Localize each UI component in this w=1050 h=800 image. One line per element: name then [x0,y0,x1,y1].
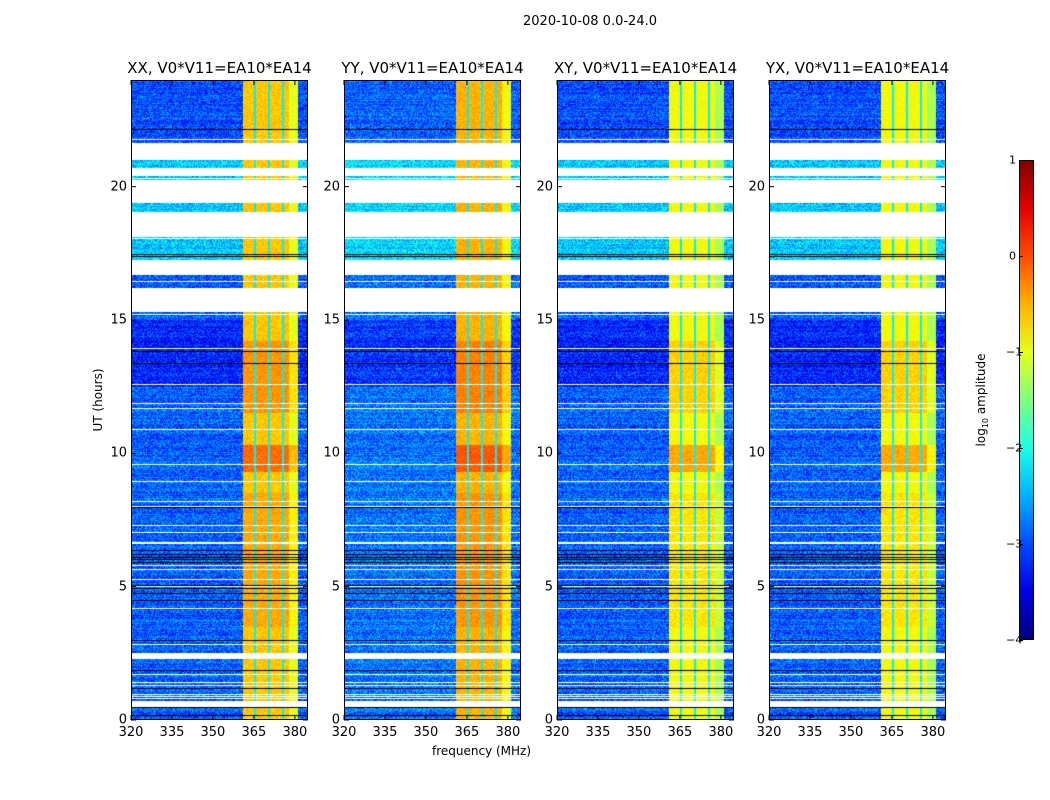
y-tick-label: 5 [331,579,340,595]
colorbar-tick [1019,160,1023,161]
waterfall-panel-yy [343,80,521,721]
x-tick-label: 350 [200,725,226,740]
x-tick-label: 335 [159,725,185,740]
colorbar-label-rest: amplitude [973,353,988,418]
axes-frame [343,80,521,721]
colorbar-tick-label: −1 [1006,345,1023,359]
x-tick-label: 350 [413,725,439,740]
heatmap-image [557,80,734,720]
colorbar-label: log10 amplitude [974,354,990,447]
x-tick-label: 380 [282,725,308,740]
y-tick-label: 10 [536,445,553,461]
y-axis-label: UT (hours) [91,368,105,432]
colorbar-tick [1019,352,1023,353]
y-tick-label: 20 [110,179,127,195]
colorbar-label-sub: 10 [981,417,991,429]
panel-title: XX, V0*V11=EA10*EA14 [127,59,312,77]
y-tick-label: 5 [544,579,553,595]
x-tick-label: 320 [331,725,357,740]
y-tick-label: 20 [536,179,553,195]
y-tick-label: 10 [110,445,127,461]
colorbar-tick-label: 0 [1009,249,1016,263]
y-tick-label: 20 [323,179,340,195]
y-tick-label: 5 [756,579,765,595]
axes-border [344,80,521,720]
colorbar-tick-label: −2 [1006,441,1023,455]
colorbar-tick [1019,448,1023,449]
x-tick-label: 320 [756,725,782,740]
waterfall-panel-xx [130,80,308,721]
panel-title: YX, V0*V11=EA10*EA14 [765,59,950,77]
panel-title: XY, V0*V11=EA10*EA14 [553,59,738,77]
panel-title: YY, V0*V11=EA10*EA14 [341,59,524,77]
y-tick-label: 15 [536,312,553,328]
y-tick-label: 15 [323,312,340,328]
colorbar-tick [1019,640,1023,641]
x-tick-label: 365 [454,725,480,740]
y-tick-label: 0 [756,712,765,728]
colorbar-label-log: log [973,428,988,447]
x-tick-label: 335 [797,725,823,740]
waterfall-panel-xy [556,80,734,721]
x-tick-label: 380 [708,725,734,740]
x-tick-label: 380 [495,725,521,740]
y-tick-label: 0 [544,712,553,728]
x-tick-label: 335 [585,725,611,740]
colorbar-tick-label: −3 [1006,537,1023,551]
axes-border [769,80,946,720]
x-tick-label: 320 [118,725,144,740]
colorbar-tick-label: 1 [1009,153,1016,167]
axes-frame [130,80,308,721]
colorbar [1019,160,1034,640]
colorbar-tick-label: −4 [1006,633,1023,647]
x-tick-label: 380 [920,725,946,740]
y-tick-label: 0 [118,712,127,728]
heatmap-image [131,80,308,720]
axes-frame [556,80,734,721]
x-tick-label: 350 [838,725,864,740]
y-tick-label: 15 [748,312,765,328]
axes-border [557,80,734,720]
waterfall-panel-yx [768,80,946,721]
axes-border [131,80,308,720]
y-tick-label: 15 [110,312,127,328]
x-tick-label: 365 [879,725,905,740]
y-tick-label: 20 [748,179,765,195]
heatmap-image [344,80,521,720]
y-tick-label: 5 [118,579,127,595]
x-tick-label: 350 [626,725,652,740]
x-tick-label: 320 [544,725,570,740]
colorbar-tick [1019,544,1023,545]
x-tick-label: 365 [667,725,693,740]
heatmap-image [769,80,946,720]
y-tick-label: 10 [323,445,340,461]
figure-title: 2020-10-08 0.0-24.0 [523,14,657,29]
x-axis-label: frequency (MHz) [432,744,532,758]
axes-frame [768,80,946,721]
x-tick-label: 335 [372,725,398,740]
x-tick-label: 365 [241,725,267,740]
colorbar-tick [1019,256,1023,257]
y-tick-label: 10 [748,445,765,461]
y-tick-label: 0 [331,712,340,728]
